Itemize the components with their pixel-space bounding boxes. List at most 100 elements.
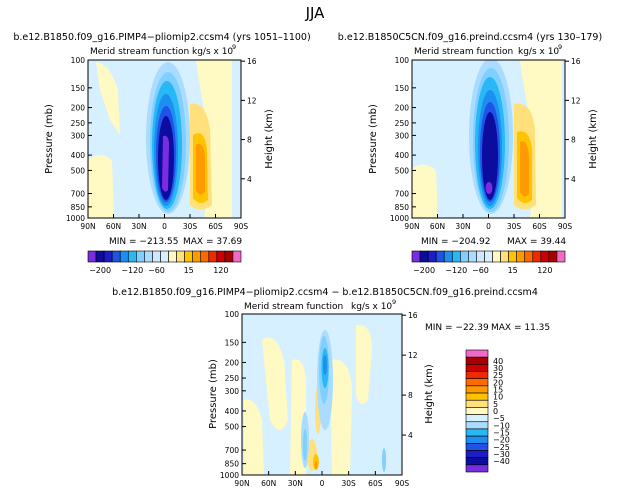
colorbar-3-label: 20 xyxy=(493,378,503,387)
colorbar-3-label: 30 xyxy=(493,364,503,373)
panel-2-units-exponent: 9 xyxy=(558,43,562,51)
colorbar-3-swatch xyxy=(465,450,489,458)
colorbar-1-swatch xyxy=(136,250,145,263)
colorbar-3-label: −20 xyxy=(493,436,510,445)
panel-2-ylabel: Pressure (mb) xyxy=(368,104,379,174)
panel-2-contour-south xyxy=(520,60,562,218)
panel-2: b.e12.B1850C5CN.f09_g16.preind.ccsm4 (yr… xyxy=(338,32,602,247)
y-tick-label: 200 xyxy=(395,104,410,113)
x-tick-label: 30N xyxy=(288,479,303,488)
x-tick-label: 60N xyxy=(106,222,121,231)
x-tick-label: 0 xyxy=(486,222,491,231)
panel-3-units-exponent: 9 xyxy=(392,298,396,306)
colorbar-1-swatch xyxy=(144,250,153,263)
colorbar-3-swatch xyxy=(465,457,489,466)
colorbar-1-swatch xyxy=(192,250,202,263)
panel-1-ylabel: Pressure (mb) xyxy=(44,104,55,174)
panel-3-left-label: Merid stream function xyxy=(244,302,343,312)
panel-1-contour-neg-200 xyxy=(162,135,169,192)
x-tick-label: 60S xyxy=(208,222,223,231)
panel-1-contour-lowlevel xyxy=(88,155,114,218)
panel-2-contours xyxy=(412,60,565,218)
panel-3-contour-pos-30 xyxy=(314,461,318,469)
colorbar-3-label: −30 xyxy=(493,450,510,459)
x-tick-label: 90N xyxy=(80,222,95,231)
panel-3-contours xyxy=(242,314,402,475)
colorbar-3-swatch xyxy=(465,385,489,394)
y-tick-label: 500 xyxy=(395,166,410,175)
y-tick-label: 100 xyxy=(395,56,410,65)
y-tick-label: 400 xyxy=(395,151,410,160)
y-tick-label: 700 xyxy=(71,190,86,199)
colorbar-2-label: −120 xyxy=(445,266,467,275)
y2-tick-label: 12 xyxy=(571,96,581,105)
colorbar-2-swatch xyxy=(492,250,501,263)
panel-2-contour-pos-35 xyxy=(520,141,529,197)
colorbar-2-swatch xyxy=(548,250,558,263)
colorbar-2-swatch xyxy=(435,250,445,263)
y2-tick-label: 12 xyxy=(408,351,418,360)
y-tick-label: 300 xyxy=(71,131,86,140)
y-tick-label: 850 xyxy=(225,460,240,469)
y-tick-label: 1000 xyxy=(66,214,85,223)
panel-1-y2label: Height (km) xyxy=(264,109,275,169)
y-tick-label: 400 xyxy=(225,407,240,416)
colorbar-1-swatch xyxy=(160,250,169,263)
panel-3-contour-neg-10c xyxy=(382,448,386,472)
colorbar-1-swatch xyxy=(111,250,121,263)
panel-2-y2label: Height (km) xyxy=(588,109,599,169)
colorbar-3-swatch xyxy=(465,442,489,451)
y2-tick-label: 8 xyxy=(408,391,413,400)
y2-tick-label: 8 xyxy=(247,136,252,145)
panel-2-units: kg/s x 10 xyxy=(518,47,559,57)
x-tick-label: 90N xyxy=(234,479,249,488)
colorbar-1-label: −60 xyxy=(148,266,165,275)
y-tick-label: 250 xyxy=(71,119,86,128)
colorbar-2-swatch xyxy=(500,250,509,263)
y-tick-label: 1000 xyxy=(220,471,239,480)
colorbar-1-swatch xyxy=(224,250,234,263)
colorbar-2-swatch xyxy=(556,250,566,263)
y2-tick-label: 8 xyxy=(571,136,576,145)
y-tick-label: 850 xyxy=(71,203,86,212)
panel-1-units: kg/s x 10 xyxy=(192,47,233,57)
colorbar-3-swatch xyxy=(465,364,489,372)
colorbar-3-swatch xyxy=(465,407,489,415)
page-title: JJA xyxy=(305,4,326,22)
colorbar-1-swatch xyxy=(87,250,97,263)
colorbar-1-swatch xyxy=(216,250,226,263)
colorbar-1-swatch xyxy=(95,250,105,263)
colorbar-2-swatch xyxy=(443,250,453,263)
colorbar-2-label: −60 xyxy=(472,266,489,275)
colorbar-3-label: −5 xyxy=(493,414,505,423)
panel-1-units-exponent: 9 xyxy=(232,43,236,51)
colorbar-1-label: −200 xyxy=(89,266,111,275)
colorbar-2-swatch xyxy=(540,250,550,263)
colorbar-2-swatch xyxy=(451,250,461,263)
colorbar-3-label: −25 xyxy=(493,443,510,452)
y-tick-label: 500 xyxy=(225,423,240,432)
x-tick-label: 30S xyxy=(342,479,357,488)
x-tick-label: 90S xyxy=(558,222,573,231)
panel-2-contour-neg-160 xyxy=(482,112,498,200)
colorbar-2-swatch xyxy=(419,250,429,263)
colorbar-1-swatch xyxy=(152,250,161,263)
panel-2-contour-lowlevel xyxy=(412,164,438,218)
colorbar-3-label: 25 xyxy=(493,371,503,380)
panel-3-max: MAX = 11.35 xyxy=(491,323,550,333)
y-tick-label: 500 xyxy=(71,166,86,175)
y-tick-label: 150 xyxy=(71,84,86,93)
panel-2-contour-neg-200 xyxy=(485,182,493,194)
panel-3-y2label: Height (km) xyxy=(424,364,435,424)
y-tick-label: 150 xyxy=(225,338,240,347)
panel-1-contours xyxy=(88,60,241,218)
colorbar-1-swatch xyxy=(168,250,177,263)
panel-2-left-label: Merid stream function xyxy=(414,47,513,57)
x-tick-label: 60S xyxy=(368,479,383,488)
colorbar-2-swatch xyxy=(524,250,534,263)
panel-3-contour-pos-c xyxy=(330,359,352,475)
colorbar-1-swatch xyxy=(208,250,218,263)
y-tick-label: 100 xyxy=(71,56,86,65)
colorbar-2-label: −200 xyxy=(413,266,435,275)
colorbar-2-label: 120 xyxy=(537,266,552,275)
